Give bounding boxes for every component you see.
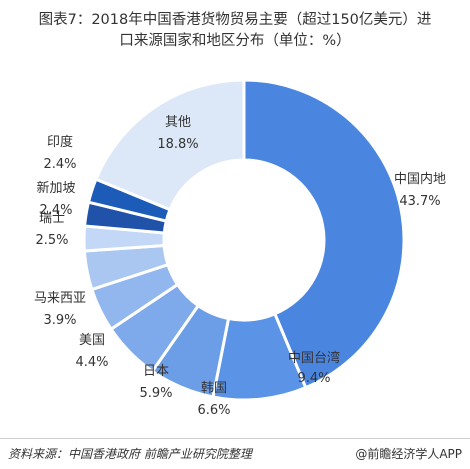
slice-label-value-7: 2.5% [35, 233, 68, 248]
donut-slices [82, 78, 406, 402]
slice-label-name-8: 新加坡 [36, 180, 75, 196]
slice-label-value-1: 43.7% [399, 194, 440, 209]
slice-label-name-6: 马来西亚 [34, 291, 86, 306]
slice-labels: 中国内地 43.7% 中国台湾 9.4% 韩国 6.6% 日本 5.9% 美国 4.4% 马来西亚 3… [34, 115, 446, 418]
slice-label-value-5: 4.4% [75, 355, 108, 370]
slice-label-name-7: 瑞士 [39, 211, 65, 226]
footer-divider [0, 438, 470, 439]
slice-label-value-4: 5.9% [139, 386, 172, 401]
slice-label-value-6: 3.9% [43, 313, 76, 328]
slice-label-name-1: 中国内地 [394, 171, 446, 187]
slice-label-name-3: 韩国 [201, 381, 227, 396]
slice-label-name-2: 中国台湾 [288, 350, 340, 366]
slice-1 [242, 78, 406, 390]
title-line-2: 口来源国家和地区分布（单位：%） [119, 33, 351, 49]
source-note: 资料来源：中国香港政府 前瞻产业研究院整理 [8, 447, 252, 461]
slice-label-value-3: 6.6% [197, 403, 230, 418]
slice-10 [94, 78, 246, 212]
slice-label-value-8: 2.4% [39, 203, 72, 218]
footer: 资料来源：中国香港政府 前瞻产业研究院整理 @前瞻经济学人APP [0, 438, 470, 469]
slice-label-value-2: 9.4% [297, 371, 330, 386]
slice-label-name-5: 美国 [79, 333, 105, 348]
slice-label-value-9: 2.4% [43, 157, 76, 172]
credit-note: @前瞻经济学人APP [355, 447, 462, 461]
chart-title: 图表7：2018年中国香港货物贸易主要（超过150亿美元）进 口来源国家和地区分… [0, 10, 470, 52]
slice-label-value-10: 18.8% [157, 137, 198, 152]
title-line-1: 图表7：2018年中国香港货物贸易主要（超过150亿美元）进 [38, 12, 432, 28]
slice-label-name-10: 其他 [165, 115, 191, 130]
slice-label-name-9: 印度 [47, 134, 73, 150]
slice-label-name-4: 日本 [143, 364, 169, 379]
